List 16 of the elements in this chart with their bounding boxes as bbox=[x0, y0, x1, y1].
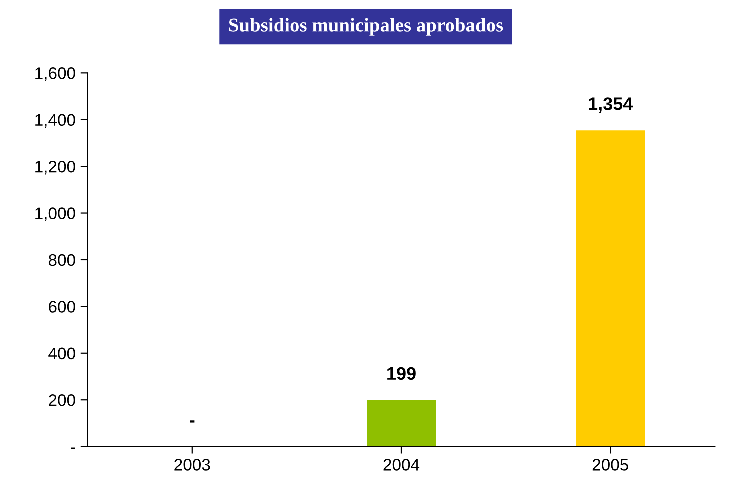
y-tick-label: 800 bbox=[48, 254, 76, 266]
x-tick-label: 2003 bbox=[174, 459, 210, 471]
y-tick-label: 600 bbox=[49, 301, 76, 313]
y-tick-label: 400 bbox=[48, 348, 76, 360]
y-tick-label: 1,200 bbox=[36, 160, 76, 175]
chart-title: Subsidios municipales aprobados bbox=[229, 18, 504, 36]
y-tick-label: 1,400 bbox=[36, 114, 76, 128]
y-tick-label: 1,000 bbox=[36, 208, 76, 222]
data-label: 1,354 bbox=[589, 98, 634, 113]
y-tick-label: 1,600 bbox=[36, 68, 76, 82]
x-tick-label: 2004 bbox=[384, 459, 420, 471]
x-tick-label: 2005 bbox=[592, 459, 628, 471]
y-tick-label: - bbox=[71, 448, 76, 450]
y-tick-label: 200 bbox=[49, 394, 76, 406]
data-label: - bbox=[190, 420, 195, 423]
data-label: 199 bbox=[388, 367, 416, 380]
